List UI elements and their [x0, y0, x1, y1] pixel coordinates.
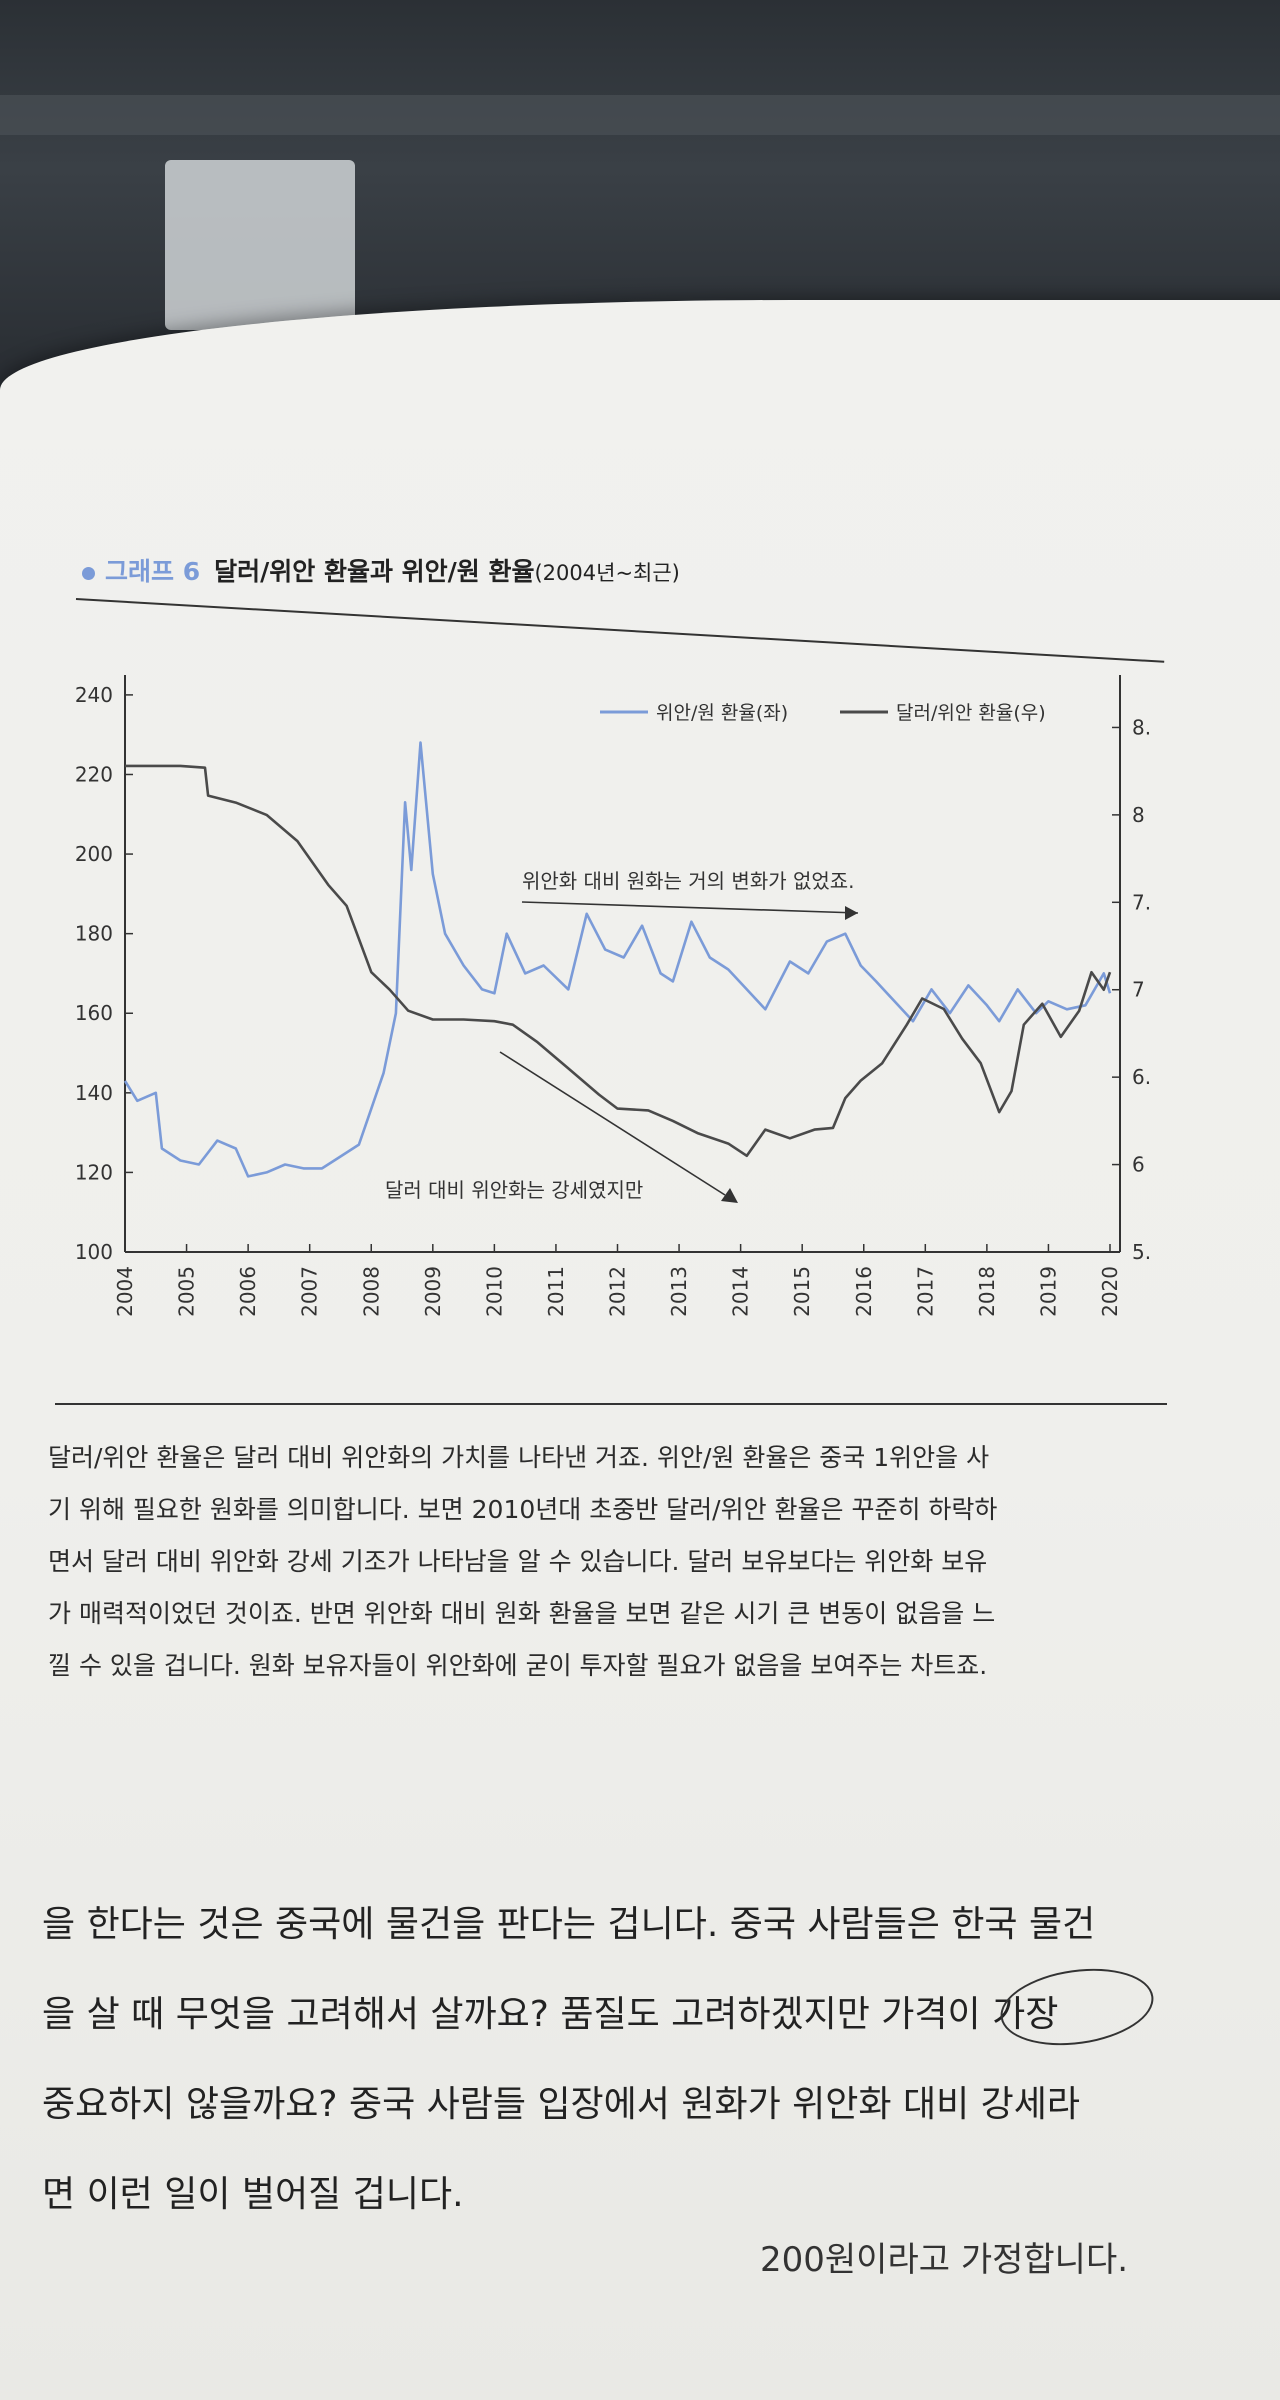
cut-off-line: 200원이라고 가정합니다.	[760, 2240, 1129, 2280]
annotation-arrowhead	[845, 906, 858, 920]
x-tick-label: 2005	[175, 1266, 199, 1317]
x-tick-label: 2008	[359, 1266, 383, 1317]
x-tick-label: 2013	[667, 1266, 691, 1317]
right-tick-label: 7.5	[1132, 890, 1150, 914]
body-line: 중요하지 않을까요? 중국 사람들 입장에서 원화가 위안화 대비 강세라	[42, 2084, 1081, 2125]
right-tick-label: 6.5	[1132, 1065, 1150, 1089]
body-text: 을 한다는 것은 중국에 물건을 판다는 겁니다. 중국 사람들은 한국 물건 …	[42, 1880, 1222, 2240]
explanation-line: 기 위해 필요한 원화를 의미합니다. 보면 2010년대 초중반 달러/위안 …	[48, 1495, 998, 1524]
figure-title: 달러/위안 환율과 위안/원 환율	[214, 557, 535, 586]
x-tick-label: 2016	[852, 1266, 876, 1317]
background-shelf	[0, 95, 1280, 135]
left-tick-label: 220	[75, 762, 113, 786]
x-tick-label: 2015	[790, 1266, 814, 1317]
left-tick-label: 120	[75, 1160, 113, 1184]
left-tick-label: 240	[75, 683, 113, 707]
body-line: 을 살 때 무엇을 고려해서 살까요? 품질도 고려하겠지만 가격이 가장	[42, 1994, 1059, 2035]
x-tick-label: 2014	[729, 1266, 753, 1317]
x-tick-label: 2009	[421, 1266, 445, 1317]
right-tick-label: 8	[1132, 803, 1145, 827]
legend-label: 위안/원 환율(좌)	[656, 702, 788, 724]
left-tick-label: 140	[75, 1081, 113, 1105]
bottom-rule	[55, 1403, 1167, 1405]
figure-caption: 그래프 6 달러/위안 환율과 위안/원 환율(2004년~최근)	[82, 552, 680, 588]
x-tick-label: 2019	[1036, 1266, 1060, 1317]
x-tick-label: 2007	[298, 1266, 322, 1317]
annotation-arrowhead	[721, 1188, 738, 1203]
bullet-icon	[82, 566, 95, 580]
right-tick-label: 6	[1132, 1153, 1145, 1177]
figure-label: 그래프 6	[105, 557, 201, 586]
x-tick-label: 2012	[606, 1266, 630, 1317]
explanation-line: 가 매력적이었던 것이죠. 반면 위안화 대비 원화 환율을 보면 같은 시기 …	[48, 1599, 996, 1628]
annotation-label: 달러 대비 위안화는 강세였지만	[385, 1178, 643, 1202]
x-tick-label: 2020	[1098, 1266, 1122, 1317]
left-tick-label: 200	[75, 842, 113, 866]
book-page	[0, 300, 1280, 2400]
right-tick-label: 7	[1132, 978, 1145, 1002]
exchange-rate-chart: 100 120 140 160 180 200 220 240 5.5 6 6.5 7 7.5 8 8.5 2…	[75, 675, 1150, 1317]
legend-label: 달러/위안 환율(우)	[896, 702, 1046, 724]
left-tick-label: 160	[75, 1001, 113, 1025]
x-tick-label: 2018	[975, 1266, 999, 1317]
annotation-arrow	[521, 901, 859, 914]
right-tick-label: 5.5	[1132, 1240, 1150, 1264]
body-line: 을 한다는 것은 중국에 물건을 판다는 겁니다. 중국 사람들은 한국 물건	[42, 1904, 1096, 1945]
figure-subtitle: (2004년~최근)	[534, 561, 680, 585]
x-tick-label: 2010	[482, 1266, 506, 1317]
background-cup	[165, 160, 355, 330]
series-line-cny-krw	[123, 741, 1112, 1178]
right-tick-label: 8.5	[1132, 715, 1150, 739]
series-line-usd-cny	[125, 764, 1112, 1158]
body-line: 면 이런 일이 벌어질 겁니다.	[42, 2174, 464, 2215]
x-tick-label: 2011	[544, 1266, 568, 1317]
x-tick-label: 2017	[913, 1266, 937, 1317]
annotation-arrow	[499, 1051, 726, 1196]
annotation-label: 위안화 대비 원화는 거의 변화가 없었죠.	[522, 869, 855, 893]
left-tick-label: 180	[75, 922, 113, 946]
explanation-line: 달러/위안 환율은 달러 대비 위안화의 가치를 나타낸 거죠. 위안/원 환율…	[48, 1443, 990, 1472]
x-tick-label: 2004	[113, 1266, 137, 1317]
x-tick-label: 2006	[236, 1266, 260, 1317]
chart-explanation: 달러/위안 환율은 달러 대비 위안화의 가치를 나타낸 거죠. 위안/원 환율…	[48, 1432, 1158, 1692]
left-tick-label: 100	[75, 1240, 113, 1264]
explanation-line: 낄 수 있을 겁니다. 원화 보유자들이 위안화에 굳이 투자할 필요가 없음을…	[48, 1651, 988, 1680]
explanation-line: 면서 달러 대비 위안화 강세 기조가 나타남을 알 수 있습니다. 달러 보유…	[48, 1547, 988, 1576]
